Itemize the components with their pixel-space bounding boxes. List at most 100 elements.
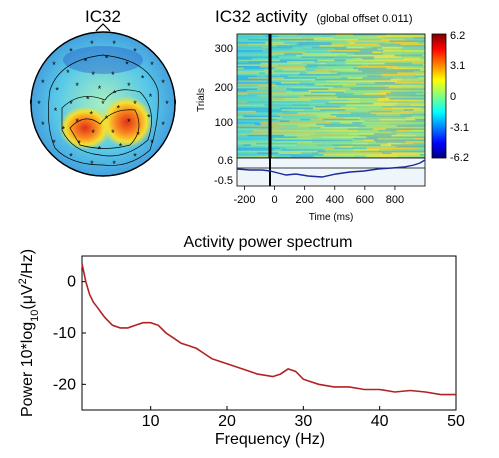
trial-stripe <box>423 85 425 87</box>
trial-stripe <box>350 112 371 114</box>
trial-stripe <box>279 102 325 105</box>
trial-stripe <box>279 147 287 150</box>
spectrum-series-line <box>81 263 456 396</box>
contour-line <box>48 54 159 166</box>
trial-stripe <box>237 99 271 102</box>
trial-stripe <box>419 139 425 142</box>
trial-stripe <box>276 118 285 121</box>
trial-stripe <box>355 42 385 44</box>
trial-stripe <box>237 123 255 126</box>
trial-stripe <box>237 50 263 52</box>
trial-stripe <box>299 93 336 95</box>
trial-stripe <box>357 66 398 68</box>
trial-stripe <box>284 53 303 55</box>
trial-stripe <box>324 125 366 127</box>
trial-stripe <box>314 58 354 60</box>
trial-stripe <box>364 93 387 95</box>
time-ticks: -200 0 200 400 600 800 <box>234 186 404 206</box>
trial-stripe <box>274 155 291 158</box>
trial-stripe <box>386 93 416 95</box>
topomap-panel: IC32 * ***** ********* ************ ********… <box>29 7 177 177</box>
trial-stripe <box>356 78 391 81</box>
trial-stripe <box>402 74 416 76</box>
trial-stripe <box>317 115 330 118</box>
trial-stripe <box>323 85 343 87</box>
trial-stripe <box>333 56 374 58</box>
electrode-marker: * <box>98 144 102 154</box>
electrode-marker: * <box>111 70 115 80</box>
trial-stripe <box>237 154 281 156</box>
electrode-marker: * <box>90 109 94 119</box>
trial-stripe <box>331 43 364 46</box>
trial-stripe <box>344 61 354 63</box>
trial-stripe <box>248 77 285 79</box>
trial-stripe <box>410 104 425 106</box>
trial-stripe <box>306 85 324 87</box>
trial-stripe <box>255 110 290 113</box>
trial-stripe <box>237 130 254 132</box>
trial-stripe <box>310 99 349 102</box>
trial-stripe <box>322 56 334 58</box>
trial-stripe <box>287 75 315 78</box>
trial-stripe <box>389 40 425 42</box>
trial-stripe <box>301 37 314 39</box>
trial-stripe <box>266 80 312 82</box>
trial-stripe <box>259 122 290 124</box>
spectrum-title: Activity power spectrum <box>184 234 353 251</box>
trial-stripe <box>331 122 341 124</box>
trial-stripe <box>365 155 399 158</box>
trial-stripe <box>237 45 277 47</box>
trial-stripe <box>337 72 361 74</box>
trial-stripe <box>291 150 318 153</box>
trial-stripe <box>396 130 411 132</box>
trial-stripe <box>373 102 399 105</box>
trial-stripe <box>413 142 425 145</box>
trial-stripe <box>311 138 354 140</box>
trial-stripe <box>337 54 348 57</box>
trial-tick-100: 100 <box>215 117 233 129</box>
trial-stripe <box>256 75 267 78</box>
trial-stripe <box>377 150 417 153</box>
trial-stripe <box>246 104 265 106</box>
trial-stripe <box>366 147 412 150</box>
trial-stripe <box>330 72 338 74</box>
electrode-marker: * <box>41 78 45 88</box>
trial-stripe <box>359 80 398 82</box>
trial-stripe <box>377 99 418 102</box>
trial-stripe <box>237 142 248 145</box>
trial-stripe <box>381 74 403 76</box>
electrode-marker: * <box>91 128 95 138</box>
trial-stripe <box>376 114 401 116</box>
trial-stripe <box>357 86 389 89</box>
trial-stripe <box>276 54 296 57</box>
trial-stripe <box>400 142 414 145</box>
trial-stripe <box>294 69 306 71</box>
trial-stripe <box>375 82 396 84</box>
trial-stripe <box>293 58 315 60</box>
trial-stripe <box>312 130 358 132</box>
trial-stripe <box>300 50 329 52</box>
trial-stripe <box>254 123 262 126</box>
trial-stripe <box>284 42 299 44</box>
trial-stripe <box>361 104 395 106</box>
trial-stripe <box>384 42 395 44</box>
electrode-marker: * <box>75 81 79 91</box>
trial-stripe <box>279 107 314 110</box>
trial-stripe <box>280 131 315 134</box>
trial-stripe <box>280 38 314 41</box>
trial-stripe <box>415 93 425 95</box>
trial-stripe <box>391 152 425 154</box>
trial-stripe <box>353 34 386 36</box>
trial-stripe <box>340 122 353 124</box>
time-axis-label: Time (ms) <box>309 212 354 223</box>
trial-stripe <box>367 53 384 55</box>
trial-stripe <box>237 35 266 38</box>
trial-stripe <box>274 70 305 73</box>
trial-stripe <box>314 83 349 86</box>
trial-stripe <box>320 75 352 78</box>
trial-stripe <box>250 144 297 146</box>
electrode-marker: * <box>37 99 41 109</box>
trial-stripe <box>237 110 245 113</box>
trial-stripe <box>319 45 329 47</box>
trial-stripe <box>362 122 402 124</box>
